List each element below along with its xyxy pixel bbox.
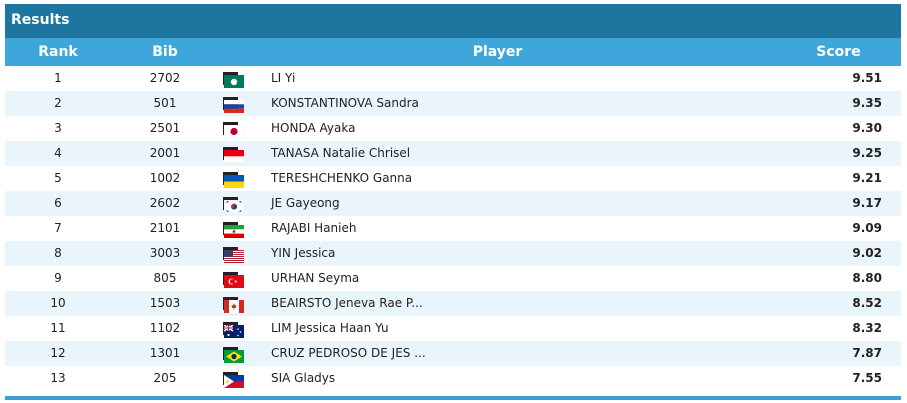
score-cell: 9.09 [852,221,882,235]
table-row[interactable]: 7 2101 IRI RAJABI Hanieh 9.09 [5,216,901,241]
rank-cell: 7 [54,221,62,235]
bib-cell: 205 [153,371,177,385]
country-flag: CAN [223,297,259,313]
score-cell: 9.02 [852,246,882,260]
country-flag: PHI [223,372,259,388]
mac-flag-icon [224,72,244,88]
table-row[interactable]: 9 805 TUR URHAN Seyma 8.80 [5,266,901,291]
rank-cell: 4 [54,146,62,160]
jpn-flag-icon [223,122,245,139]
ukr-flag-icon [224,172,244,188]
can-flag-icon [224,297,244,313]
table-header: Rank Bib Player Score [5,38,901,66]
player-name-link[interactable]: RAJABI Hanieh [271,221,357,235]
bib-cell: 3003 [149,246,181,260]
usa-flag-icon [224,247,244,263]
score-cell: 9.51 [852,71,882,85]
bib-cell: 1503 [149,296,181,310]
rank-cell: 6 [54,196,62,210]
country-flag: AUS [223,322,259,338]
rank-cell: 11 [50,321,66,335]
player-name-link[interactable]: CRUZ PEDROSO DE JES ... [271,346,426,360]
player-name-link[interactable]: URHAN Seyma [271,271,360,285]
column-header-rank[interactable]: Rank [38,44,78,60]
player-name-link[interactable]: YIN Jessica [271,246,336,260]
bib-cell: 2101 [149,221,181,235]
rank-cell: 8 [54,246,62,260]
iri-flag-icon [224,222,244,238]
tur-flag-icon [224,272,244,288]
player-name-link[interactable]: LI Yi [271,71,296,85]
results-table-body: 12702MACLI Yi9.512501RUSKONSTANTINOVA Sa… [5,66,901,391]
rank-cell: 13 [50,371,66,385]
kor-flag-icon [223,197,245,214]
country-flag: KOR [223,197,259,214]
ina-flag-icon [223,147,245,164]
country-flag: IRI [223,222,259,238]
bib-cell: 805 [153,271,177,285]
column-header-bib[interactable]: Bib [152,44,178,60]
rus-flag-icon [224,97,244,113]
country-flag: TUR [223,272,259,288]
country-flag: MAC [223,72,259,88]
score-cell: 9.35 [852,96,882,110]
rank-cell: 10 [50,296,66,310]
player-name-link[interactable]: JE Gayeong [271,196,340,210]
bib-cell: 1102 [149,321,181,335]
score-cell: 9.30 [852,121,882,135]
table-row[interactable]: 2 501 RUS KONSTANTINOVA Sandra 9.35 [5,91,901,116]
bib-cell: 1002 [149,171,181,185]
score-cell: 7.55 [852,371,882,385]
bib-cell: 1301 [149,346,181,360]
table-row[interactable]: 5 1002 UKR TERESHCHENKO Ganna 9.21 [5,166,901,191]
column-header-player[interactable]: Player [472,44,523,60]
rank-cell: 5 [54,171,62,185]
panel-title: Results [5,4,901,38]
bra-flag-icon [224,347,244,363]
rank-cell: 9 [54,271,62,285]
table-row[interactable]: 11 1102 AUS LIM Jessica Haan Yu 8.32 [5,316,901,341]
score-cell: 8.52 [852,296,882,310]
table-row[interactable]: 13 205 PHI SIA Gladys 7.55 [5,366,901,391]
results-panel: Results Rank Bib Player Score 1 2702 MAC LI… [5,4,901,400]
table-row[interactable]: 1 2702 MAC LI Yi 9.51 [5,66,901,91]
column-header-score[interactable]: Score [816,44,861,60]
bib-cell: 2602 [149,196,181,210]
player-name-link[interactable]: KONSTANTINOVA Sandra [271,96,419,110]
rank-cell: 2 [54,96,62,110]
player-name-link[interactable]: SIA Gladys [271,371,336,385]
table-row[interactable]: 3 2501 JPN HONDA Ayaka 9.30 [5,116,901,141]
aus-flag-icon [223,322,244,338]
player-name-link[interactable]: HONDA Ayaka [271,121,356,135]
player-name-link[interactable]: LIM Jessica Haan Yu [271,321,389,335]
score-cell: 9.17 [852,196,882,210]
player-name-link[interactable]: BEAIRSTO Jeneva Rae P... [271,296,423,310]
score-cell: 9.21 [852,171,882,185]
rank-cell: 12 [50,346,66,360]
country-flag: UKR [223,172,259,188]
bib-cell: 2501 [149,121,181,135]
rank-cell: 3 [54,121,62,135]
rank-cell: 1 [54,71,62,85]
score-cell: 8.80 [852,271,882,285]
score-cell: 9.25 [852,146,882,160]
country-flag: INA [223,147,259,164]
table-row[interactable]: 6 2602 KOR JE Gayeong 9.17 [5,191,901,216]
table-row[interactable]: 10 1503 CAN BEAIRSTO Jeneva Rae P... 8.52 [5,291,901,316]
player-name-link[interactable]: TANASA Natalie Chrisel [271,146,411,160]
country-flag: USA [223,247,259,263]
bib-cell: 2702 [149,71,181,85]
bib-cell: 501 [153,96,177,110]
table-row[interactable]: 8 3003 USA YIN Jessica 9.02 [5,241,901,266]
country-flag: BRA [223,347,259,363]
country-flag: JPN [223,122,259,139]
score-cell: 7.87 [852,346,882,360]
table-row[interactable]: 4 2001 INA TANASA Natalie Chrisel 9.25 [5,141,901,166]
table-row[interactable]: 12 1301 BRA CRUZ PEDROSO DE JES ... 7.87 [5,341,901,366]
phi-flag-icon [224,372,244,388]
bib-cell: 2001 [149,146,181,160]
score-cell: 8.32 [852,321,882,335]
country-flag: RUS [223,97,259,113]
player-name-link[interactable]: TERESHCHENKO Ganna [271,171,413,185]
